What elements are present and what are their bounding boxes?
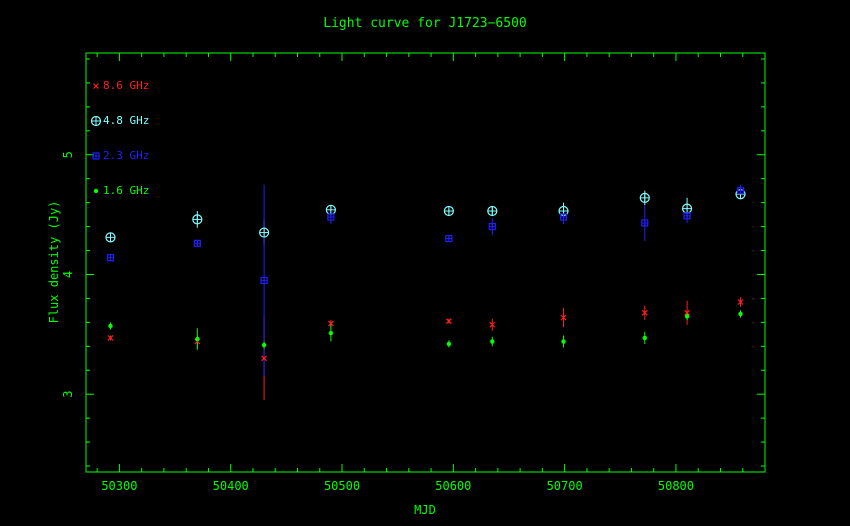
data-point — [327, 320, 334, 327]
data-point — [684, 314, 690, 319]
plot-frame — [85, 52, 766, 473]
data-point — [195, 336, 200, 342]
legend: 8.6 GHz 4.8 GHz 2.3 GHz 1.6 GHz — [90, 79, 149, 197]
y-tick-label: 5 — [61, 151, 75, 158]
data-point — [258, 227, 270, 238]
data-point — [108, 323, 113, 329]
legend-label: 2.3 GHz — [103, 149, 149, 162]
data-point — [737, 299, 744, 305]
data-point — [105, 232, 116, 243]
data-point — [106, 254, 115, 262]
data-point — [261, 355, 268, 362]
x-axis-label: MJD — [414, 503, 436, 517]
data-point — [261, 342, 267, 348]
data-point — [684, 309, 691, 316]
y-tick-label: 4 — [61, 271, 75, 278]
data-markers — [105, 187, 746, 362]
legend-label: 1.6 GHz — [103, 184, 149, 197]
x-tick-label: 50500 — [324, 479, 360, 493]
data-point — [642, 335, 647, 341]
data-point — [641, 309, 648, 316]
legend-marker — [93, 188, 99, 194]
data-point — [736, 187, 745, 195]
data-point — [445, 234, 453, 243]
data-point — [487, 205, 498, 217]
axis-ticks: 50300 50400 50500 50600 50700 50800 3 4 5 — [61, 53, 766, 493]
x-tick-label: 50800 — [658, 479, 694, 493]
data-point — [260, 276, 268, 285]
data-point — [560, 314, 567, 321]
x-tick-label: 50400 — [213, 479, 249, 493]
data-point — [559, 213, 568, 221]
data-point — [489, 321, 496, 328]
data-point — [488, 222, 496, 231]
data-point — [490, 339, 495, 344]
data-point — [681, 203, 693, 214]
data-point — [328, 330, 334, 336]
x-tick-label: 50300 — [101, 479, 137, 493]
y-axis-label: Flux density (Jy) — [47, 201, 61, 324]
x-tick-label: 50600 — [435, 479, 471, 493]
data-point — [561, 339, 566, 344]
data-point — [639, 192, 650, 203]
error-bars — [109, 184, 742, 401]
legend-label: 4.8 GHz — [103, 114, 149, 127]
data-point — [738, 311, 743, 317]
data-point — [445, 318, 452, 325]
data-point — [107, 334, 114, 341]
data-point — [325, 204, 336, 215]
legend-marker — [90, 115, 102, 127]
x-tick-label: 50700 — [547, 479, 583, 493]
data-point — [443, 205, 454, 217]
data-point — [446, 341, 452, 347]
data-point — [193, 239, 201, 247]
chart-title: Light curve for J1723−6500 — [323, 16, 527, 31]
data-point — [683, 212, 691, 220]
y-tick-label: 3 — [61, 391, 75, 398]
data-point — [641, 219, 649, 227]
data-point — [327, 213, 335, 221]
legend-marker — [93, 83, 99, 89]
legend-label: 8.6 GHz — [103, 79, 149, 92]
legend-marker — [92, 152, 100, 160]
data-point — [192, 214, 203, 225]
